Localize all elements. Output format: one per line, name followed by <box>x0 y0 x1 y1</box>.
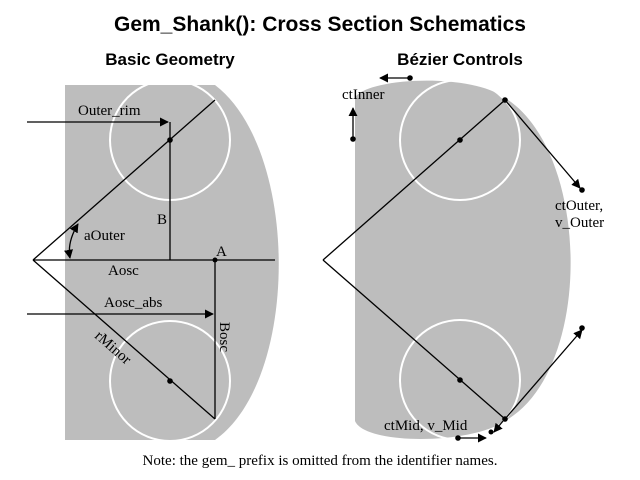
right-bezier-shape <box>355 80 571 439</box>
left-upper-center-dot <box>167 137 173 143</box>
v-outer-vector-lower <box>504 329 583 420</box>
left-lower-center-dot <box>167 378 173 384</box>
ct-mid-left-dot <box>455 435 461 441</box>
left-point-a-dot <box>212 257 218 263</box>
right-upper-diagonal <box>322 99 506 261</box>
label-a: A <box>216 244 227 260</box>
right-lower-tangent-dot <box>502 416 508 422</box>
main-title: Gem_Shank(): Cross Section Schematics <box>114 13 526 36</box>
right-upper-tangent-dot <box>502 97 508 103</box>
ct-inner-right-dot <box>407 75 413 81</box>
left-panel-heading: Basic Geometry <box>105 50 235 69</box>
right-panel-heading: Bézier Controls <box>397 50 523 69</box>
label-aosc: Aosc <box>108 263 139 279</box>
label-outer-rim: Outer_rim <box>78 103 141 119</box>
a-outer-angle-arc <box>64 223 79 259</box>
left-upper-diagonal <box>32 99 216 261</box>
ct-outer-vector <box>504 99 581 189</box>
right-lower-circle <box>399 319 521 441</box>
label-ct-mid-v-mid: ctMid, v_Mid <box>384 418 468 434</box>
right-upper-circle <box>399 79 521 201</box>
v-outer-endpoint-dot <box>579 325 585 331</box>
right-upper-center-dot <box>457 137 463 143</box>
ct-inner-lower-dot <box>350 136 356 142</box>
right-lower-center-dot <box>457 377 463 383</box>
ct-outer-endpoint-dot <box>579 187 585 193</box>
label-a-outer: aOuter <box>84 228 125 244</box>
label-bosc: Bosc <box>216 322 232 352</box>
footnote: Note: the gem_ prefix is omitted from th… <box>143 453 498 469</box>
right-lower-diagonal <box>322 259 506 420</box>
right-panel-bezier-controls: Bézier Controls ctInner ctOuter, v_Outer… <box>322 50 604 443</box>
left-lower-circle <box>109 320 231 442</box>
left-lower-diagonal-rminor <box>32 259 216 420</box>
label-ct-outer: ctOuter, <box>555 198 603 214</box>
left-panel-basic-geometry: Basic Geometry Outer_rim B aOuter A Aosc… <box>27 50 279 442</box>
label-aosc-abs: Aosc_abs <box>104 295 162 311</box>
label-v-outer: v_Outer <box>555 215 604 231</box>
label-ct-inner: ctInner <box>342 87 384 103</box>
v-mid-endpoint-dot <box>488 429 494 435</box>
v-mid-vector <box>493 420 504 433</box>
label-b: B <box>157 212 167 228</box>
